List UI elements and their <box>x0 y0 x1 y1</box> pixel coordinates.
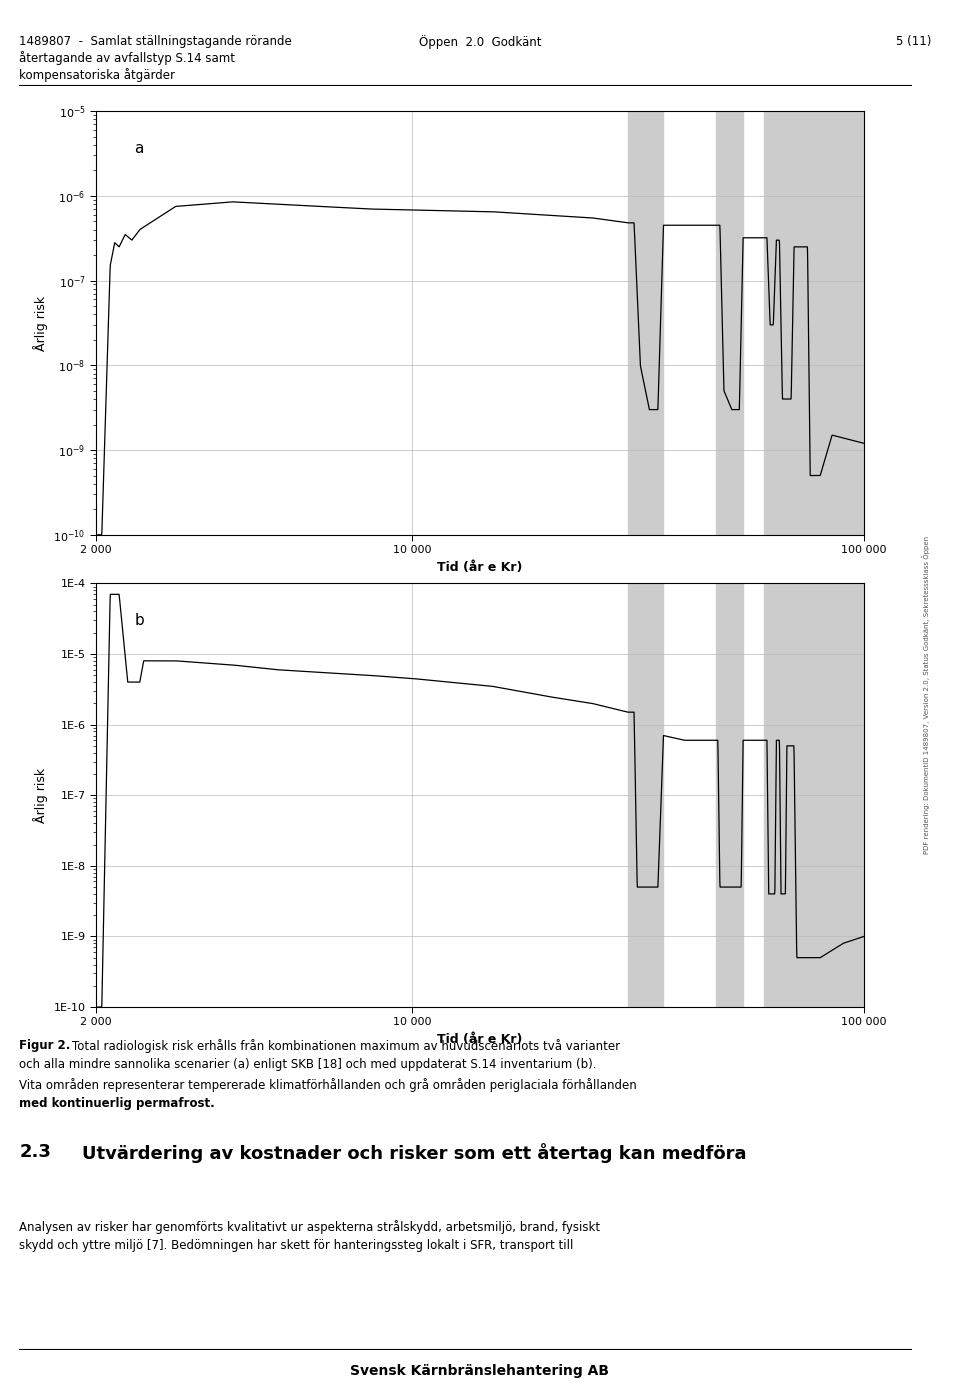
Bar <box>628 111 663 535</box>
Bar <box>764 583 900 1007</box>
X-axis label: Tid (år e Kr): Tid (år e Kr) <box>438 1033 522 1046</box>
Text: med kontinuerlig permafrost.: med kontinuerlig permafrost. <box>19 1097 215 1110</box>
Text: Utvärdering av kostnader och risker som ett återtag kan medföra: Utvärdering av kostnader och risker som … <box>82 1143 746 1163</box>
Y-axis label: Årlig risk: Årlig risk <box>33 296 48 350</box>
Text: 2.3: 2.3 <box>19 1143 51 1161</box>
Text: Figur 2.: Figur 2. <box>19 1039 71 1051</box>
Text: PDF rendering: DokumentID 1489807, Version 2.0, Status Godkänt, Sekretesssklass : PDF rendering: DokumentID 1489807, Versi… <box>923 535 930 854</box>
Text: Total radiologisk risk erhålls från kombinationen maximum av huvudscenariots två: Total radiologisk risk erhålls från komb… <box>72 1039 620 1053</box>
Bar <box>628 583 663 1007</box>
Text: a: a <box>134 140 144 156</box>
Text: skydd och yttre miljö [7]. Bedömningen har skett för hanteringssteg lokalt i SFR: skydd och yttre miljö [7]. Bedömningen h… <box>19 1239 573 1251</box>
Text: kompensatoriska åtgärder: kompensatoriska åtgärder <box>19 68 175 82</box>
Text: Vita områden representerar tempererade klimatförhållanden och grå områden perigl: Vita områden representerar tempererade k… <box>19 1078 636 1092</box>
Bar <box>716 111 743 535</box>
Text: 1489807  -  Samlat ställningstagande rörande: 1489807 - Samlat ställningstagande röran… <box>19 35 292 47</box>
Text: Analysen av risker har genomförts kvalitativt ur aspekterna strålskydd, arbetsmi: Analysen av risker har genomförts kvalit… <box>19 1220 600 1233</box>
Bar <box>716 583 743 1007</box>
Text: Svensk Kärnbränslehantering AB: Svensk Kärnbränslehantering AB <box>350 1364 610 1378</box>
Text: b: b <box>134 613 144 628</box>
X-axis label: Tid (år e Kr): Tid (år e Kr) <box>438 561 522 574</box>
Y-axis label: Årlig risk: Årlig risk <box>33 768 48 822</box>
Bar <box>764 111 900 535</box>
Text: Öppen  2.0  Godkänt: Öppen 2.0 Godkänt <box>419 35 541 49</box>
Text: återtagande av avfallstyp S.14 samt: återtagande av avfallstyp S.14 samt <box>19 51 235 65</box>
Text: och alla mindre sannolika scenarier (a) enligt SKB [18] och med uppdaterat S.14 : och alla mindre sannolika scenarier (a) … <box>19 1058 597 1071</box>
Text: 5 (11): 5 (11) <box>896 35 931 47</box>
